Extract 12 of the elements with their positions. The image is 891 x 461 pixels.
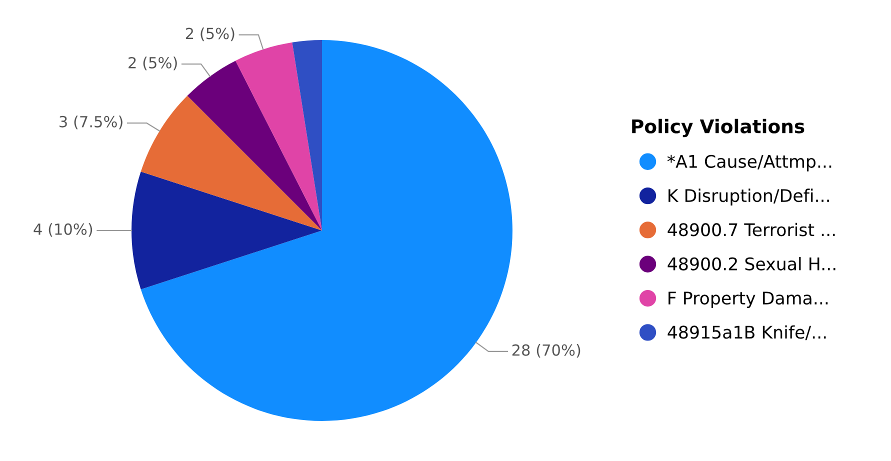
legend-label: 48900.7 Terrorist ... <box>668 222 835 236</box>
legend-label: 48900.2 Sexual H... <box>668 257 836 270</box>
data-label: 2 (5%) <box>186 27 234 42</box>
legend-label: *A1 Cause/Attmp... <box>667 154 832 172</box>
data-label: 2 (5%) <box>128 56 177 70</box>
legend-title: Policy Violations <box>632 118 804 138</box>
data-label: 3 (7.5%) <box>60 116 122 130</box>
legend-label: 48915a1B Knife/... <box>668 325 826 340</box>
legend-label: F Property Dama... <box>668 292 828 308</box>
legend-label: K Disruption/Defi... <box>668 188 829 206</box>
data-label: 4 (10%) <box>34 223 92 237</box>
data-label: 28 (70%) <box>512 344 580 358</box>
